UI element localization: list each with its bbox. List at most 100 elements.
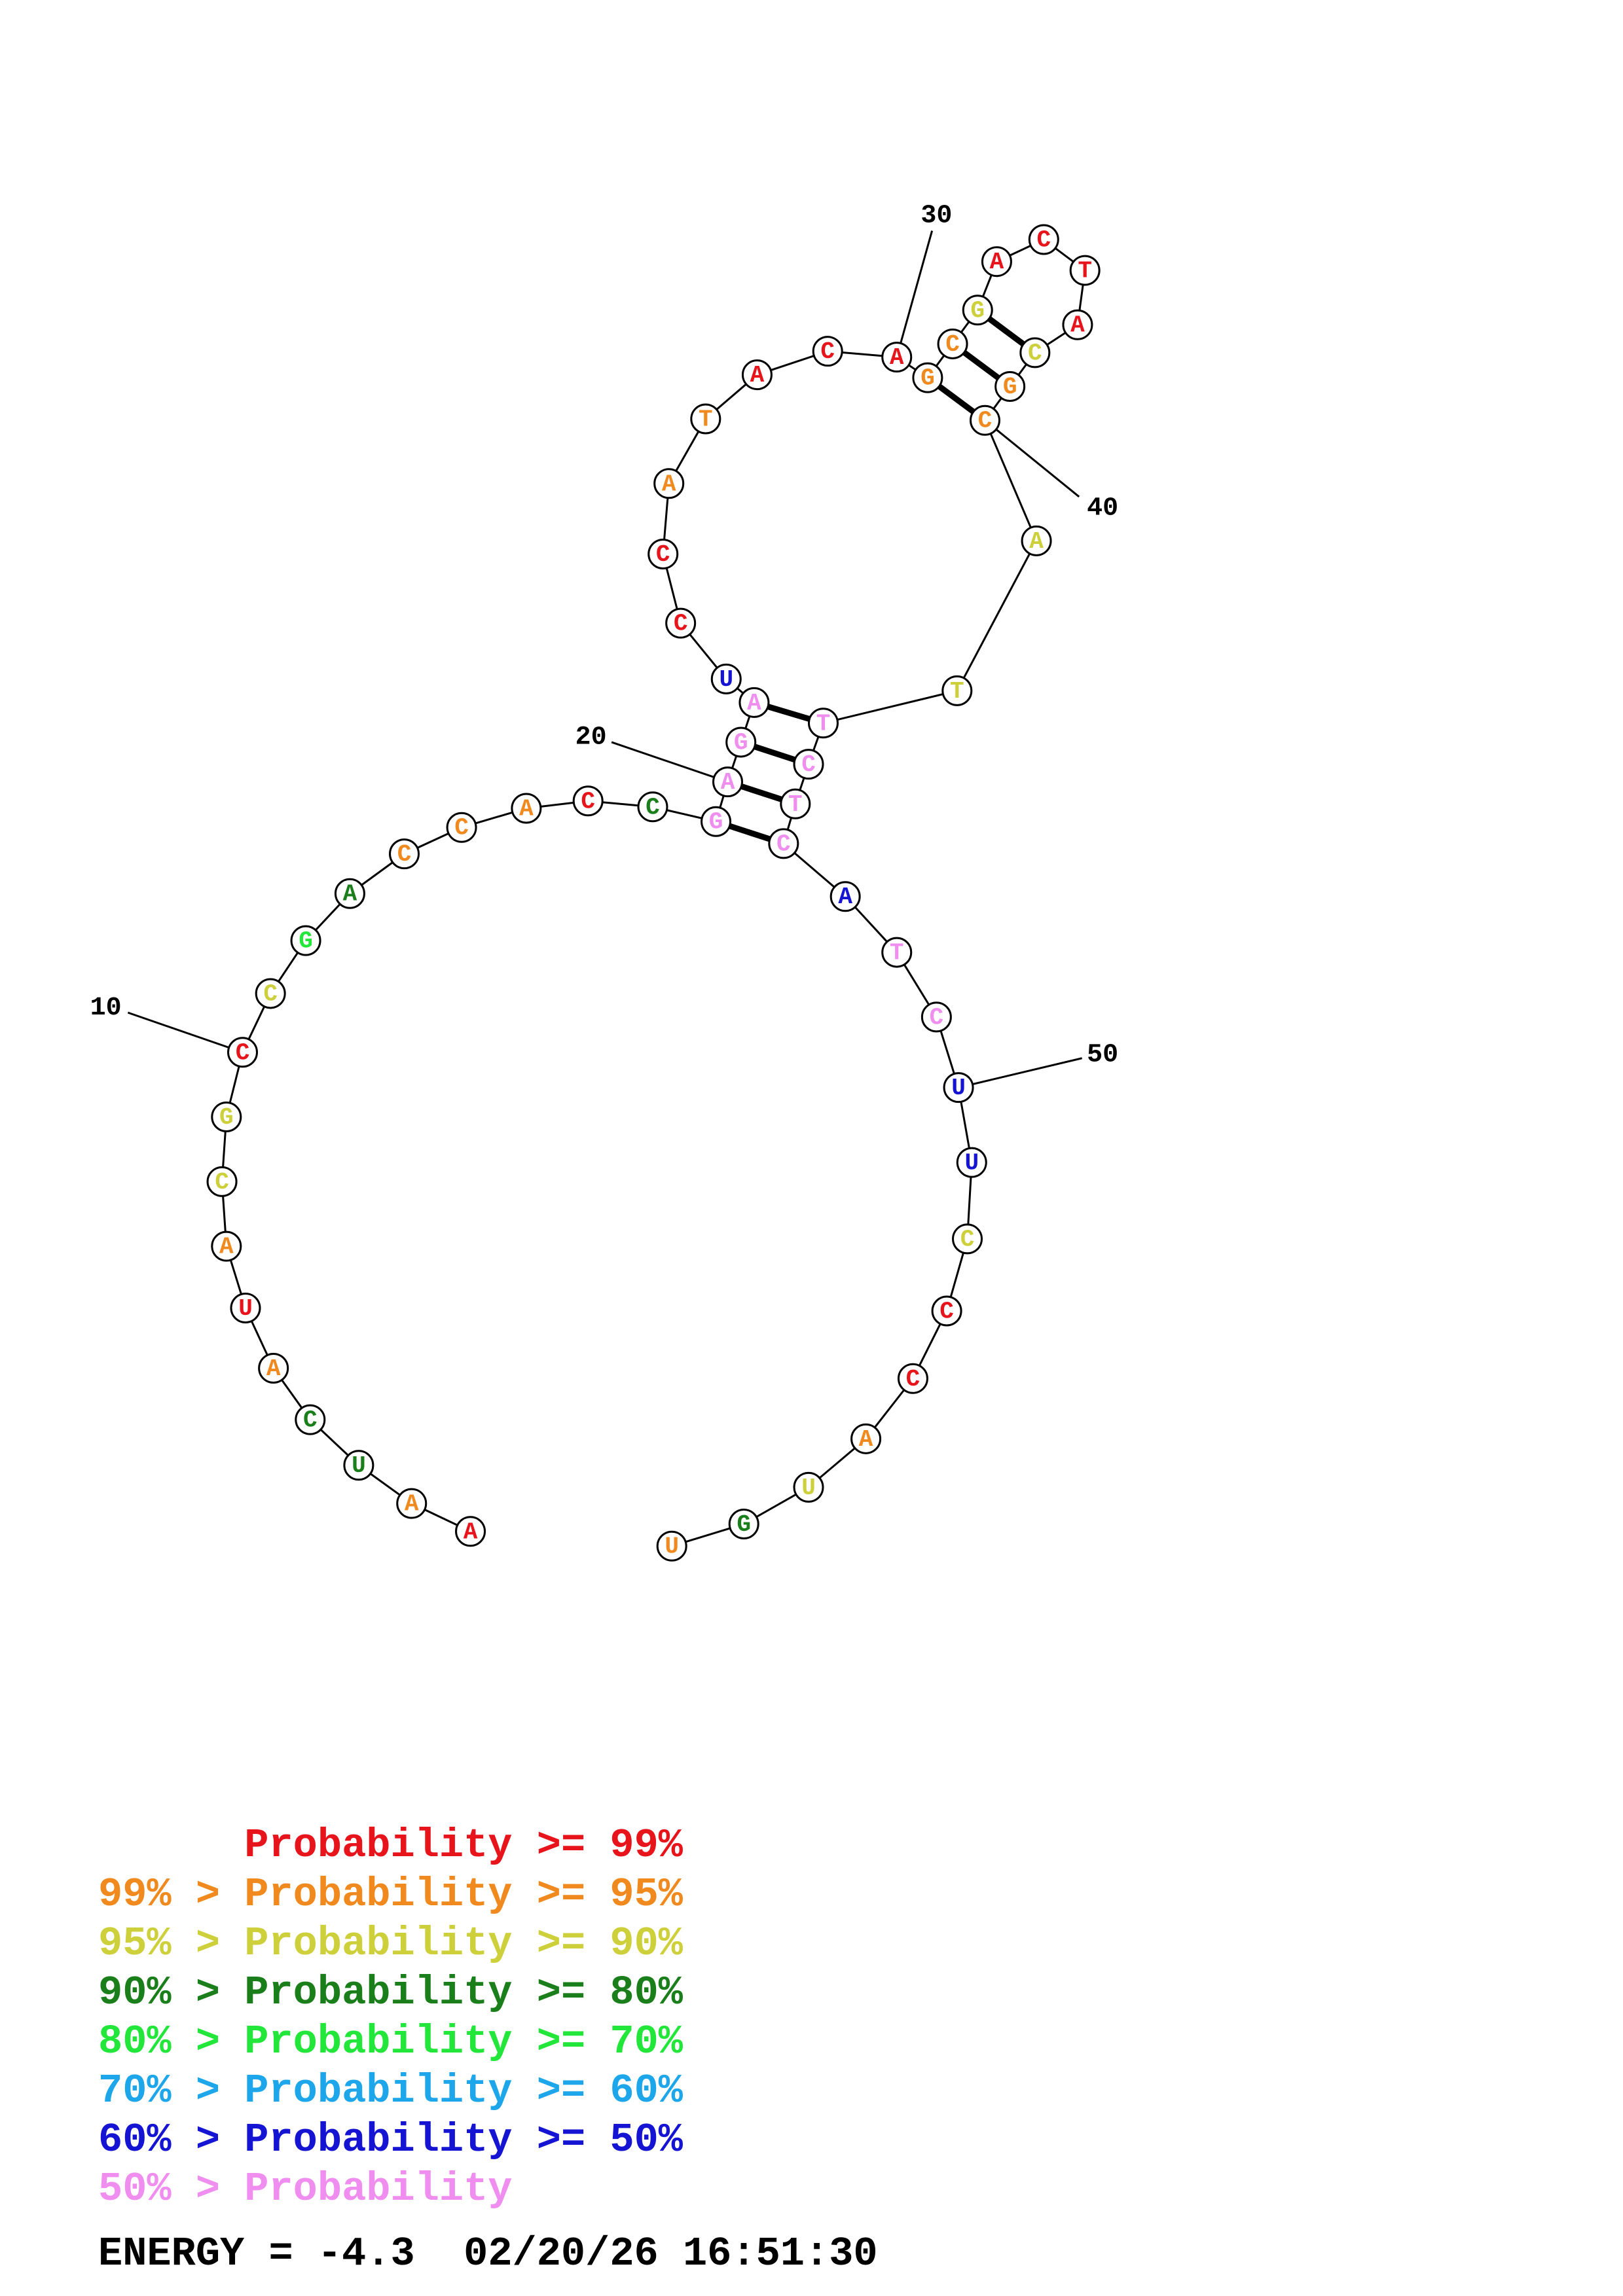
nucleotide-circle <box>741 359 773 391</box>
nucleotide-base: U <box>665 1534 679 1560</box>
nucleotide: A <box>1021 525 1052 556</box>
nucleotide-base: G <box>299 928 313 955</box>
legend-left: 80% <box>98 2018 172 2065</box>
nucleotide-base: T <box>788 791 803 818</box>
nucleotide: C <box>937 328 968 359</box>
legend-operator: >= <box>512 1871 610 1918</box>
legend-separator: > <box>171 2117 245 2163</box>
nucleotide-base: A <box>990 249 1004 276</box>
nucleotide: C <box>812 336 843 367</box>
nucleotide: T <box>941 675 973 706</box>
nucleotide: A <box>850 1423 882 1454</box>
nucleotide-circle <box>962 295 993 326</box>
nucleotide-base: C <box>646 794 660 821</box>
nucleotide-circle <box>258 1353 289 1384</box>
legend-row: 60% > Probability >= 50% <box>98 2115 683 2164</box>
nucleotide-base: C <box>776 831 791 857</box>
nucleotide-base: A <box>662 471 676 497</box>
nucleotide: A <box>455 1516 486 1547</box>
nucleotide-circle <box>780 788 811 819</box>
position-label-leader <box>611 741 728 783</box>
nucleotide-base: C <box>945 331 960 358</box>
legend-separator <box>172 1822 245 1869</box>
nucleotide-circle <box>994 371 1026 403</box>
nucleotide-circle <box>690 403 721 435</box>
nucleotide: G <box>211 1102 242 1133</box>
nucleotide-base: A <box>747 690 761 717</box>
nucleotide-circle <box>830 881 861 912</box>
nucleotide-base: G <box>1003 374 1017 401</box>
legend-row: 99% > Probability >= 95% <box>98 1870 683 1919</box>
nucleotide-circle <box>956 1147 987 1178</box>
nucleotide-base: C <box>215 1169 229 1196</box>
nucleotide-base: A <box>405 1491 419 1518</box>
nucleotide: C <box>446 812 477 843</box>
nucleotide-base: C <box>1036 227 1051 254</box>
legend-right: 95% <box>610 1871 683 1918</box>
nucleotide-circle <box>728 1509 759 1540</box>
nucleotide-circle <box>793 1471 824 1503</box>
nucleotide: U <box>656 1530 687 1562</box>
legend-row: 90% > Probability >= 80% <box>98 1968 683 2017</box>
timestamp: 02/20/26 16:51:30 <box>464 2231 878 2277</box>
nucleotide: C <box>897 1363 928 1394</box>
legend-left: 50% <box>98 2166 172 2212</box>
nucleotide-base: U <box>238 1295 253 1322</box>
nucleotide-base: G <box>921 365 935 392</box>
nucleotide-base: C <box>397 841 412 868</box>
nucleotide-circle <box>1062 309 1093 340</box>
nucleotide-base: A <box>464 1518 478 1545</box>
nucleotide: A <box>881 342 913 373</box>
nucleotide-circle <box>665 607 697 639</box>
legend-separator: > <box>171 2166 245 2212</box>
nucleotide-base: A <box>343 881 357 908</box>
nucleotide-circle <box>656 1530 687 1562</box>
probability-legend: Probability >= 99% 99% > Probability >= 9… <box>98 1821 683 2214</box>
nucleotide-circle <box>981 246 1012 278</box>
legend-left: 90% <box>98 1969 172 2016</box>
nucleotide: G <box>728 1509 759 1540</box>
nucleotide: C <box>931 1295 962 1327</box>
nucleotide-base: C <box>581 788 595 815</box>
nucleotide-base: C <box>656 541 670 568</box>
nucleotide-circle <box>952 1223 983 1255</box>
legend-label: Probability <box>244 2018 513 2065</box>
position-label-leader <box>127 1011 243 1054</box>
nucleotide: C <box>572 785 604 817</box>
position-label: 10 <box>90 994 122 1023</box>
nucleotide-base: A <box>1029 528 1044 555</box>
nucleotide-circle <box>295 1404 326 1435</box>
position-label-leader <box>958 1057 1083 1089</box>
legend-left: 95% <box>98 1920 172 1967</box>
nucleotide: A <box>396 1488 428 1519</box>
nucleotide-circle <box>969 404 1000 436</box>
nucleotide: G <box>290 925 321 956</box>
legend-row: Probability >= 99% <box>98 1821 683 1870</box>
legend-left <box>98 1822 172 1869</box>
nucleotide: C <box>295 1404 326 1435</box>
nucleotide-base: T <box>816 710 831 737</box>
nucleotide-circle <box>572 785 604 817</box>
nucleotide-circle <box>937 328 968 359</box>
nucleotide-circle <box>1021 525 1052 556</box>
nucleotide: C <box>227 1037 259 1068</box>
nucleotide: A <box>830 881 861 912</box>
nucleotide-base: C <box>930 1004 944 1031</box>
nucleotide-base: G <box>970 297 985 324</box>
nucleotide-circle <box>881 342 913 373</box>
nucleotide: C <box>647 539 679 570</box>
legend-label: Probability <box>244 2117 513 2163</box>
nucleotide-base: T <box>950 678 964 705</box>
nucleotide-circle <box>1019 337 1051 368</box>
nucleotide: C <box>637 791 668 823</box>
legend-left: 60% <box>98 2117 172 2163</box>
legend-row: 50% > Probability <box>98 2164 683 2214</box>
nucleotide-circle <box>206 1166 238 1197</box>
position-label: 40 <box>1087 493 1118 523</box>
nucleotide-base: C <box>820 338 835 365</box>
nucleotide: A <box>981 246 1012 278</box>
nucleotide-base: C <box>236 1039 250 1066</box>
legend-right: 60% <box>610 2068 683 2114</box>
nucleotide: A <box>712 766 744 798</box>
